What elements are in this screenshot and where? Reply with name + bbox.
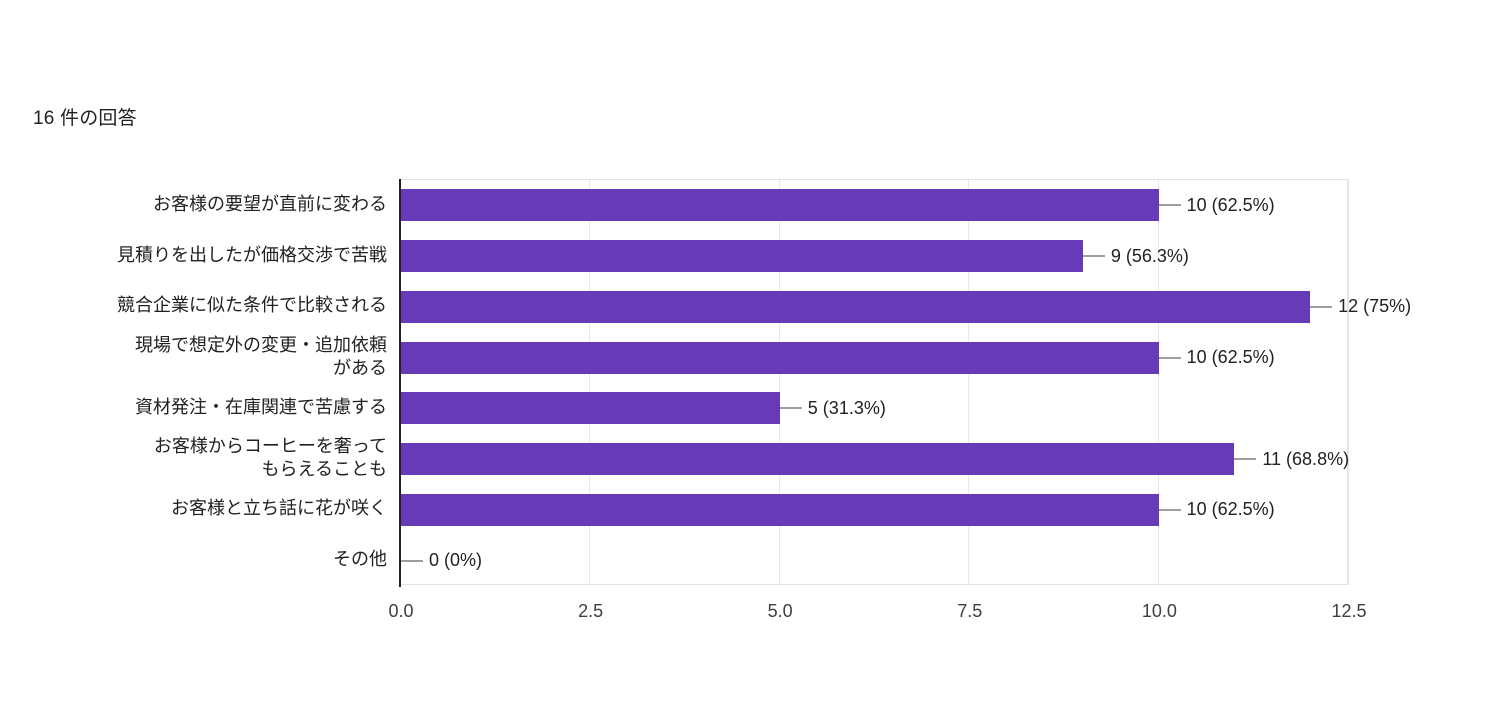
category-label-line: 資材発注・在庫関連で苦慮する [135,396,387,417]
category-label-line: お客様と立ち話に花が咲く [171,498,387,519]
value-label: 12 (75%) [1338,296,1412,317]
category-label-line: お客様からコーヒーを奢って [153,436,387,457]
value-label: 11 (68.8%) [1262,448,1350,469]
bar [401,189,1159,222]
category-label: お客様からコーヒーを奢って もらえることも [0,433,393,484]
bar [401,341,1159,374]
category-label: その他 [0,534,393,585]
value-label: 10 (62.5%) [1186,194,1275,215]
category-label: 競合企業に似た条件で比較される [0,281,393,332]
category-label: 現場で想定外の変更・追加依頼 がある [0,331,393,382]
leader-line [779,407,802,410]
category-label: 資材発注・在庫関連で苦慮する [0,382,393,433]
gridline [1347,180,1348,584]
value-annotation: 10 (62.5%) [1158,342,1275,374]
leader-line [1158,356,1181,359]
category-label-line: 見積りを出したが価格交渉で苦戦 [117,244,387,265]
leader-line [401,559,423,562]
category-label: お客様と立ち話に花が咲く [0,484,393,535]
value-annotation: 10 (62.5%) [1158,189,1275,221]
leader-line [1234,458,1257,461]
bar [401,240,1083,273]
category-labels: お客様の要望が直前に変わる見積りを出したが価格交渉で苦戦 競合企業に似た条件で比較… [0,179,393,585]
x-tick-label: 0.0 [388,601,414,621]
gridline [968,180,970,584]
x-tick-label: 2.5 [578,601,604,621]
value-label: 10 (62.5%) [1186,499,1275,520]
value-annotation: 0 (0%) [401,545,482,577]
gridline [1157,180,1159,584]
value-label: 10 (62.5%) [1186,347,1275,368]
x-axis: 0.0 2.5 5.0 7.5 10.0 12.5 [388,585,1366,630]
plot-area: 10 (62.5%) 9 (56.3%) 12 (75%) 10 (62.5%) 5 (… [401,179,1411,585]
leader-line [1158,508,1181,511]
response-count: 16 件の回答 [33,108,137,129]
x-tick-label: 10.0 [1141,601,1177,621]
gridline [589,180,591,584]
value-label: 0 (0%) [429,550,483,571]
value-label: 5 (31.3%) [807,397,886,418]
value-label: 9 (56.3%) [1110,245,1189,266]
x-tick-label: 5.0 [767,601,793,621]
leader-line [1158,204,1181,207]
value-annotation: 10 (62.5%) [1158,494,1275,526]
category-label-line: がある [333,357,387,378]
y-axis-line [399,179,401,587]
category-label: 見積りを出したが価格交渉で苦戦 [0,230,393,281]
x-tick-label: 12.5 [1331,601,1367,621]
category-label-line: 現場で想定外の変更・追加依頼 [135,334,387,355]
category-label: お客様の要望が直前に変わる [0,179,393,230]
category-label-line: お客様の要望が直前に変わる [153,193,387,214]
leader-line [1310,305,1333,308]
category-label-line: その他 [333,549,387,570]
value-annotation: 5 (31.3%) [779,392,886,424]
value-annotation: 12 (75%) [1310,291,1411,323]
leader-line [1082,255,1105,258]
category-label-line: もらえることも [261,459,387,480]
x-tick-label: 7.5 [957,601,983,621]
bar [401,392,780,425]
value-annotation: 11 (68.8%) [1234,443,1349,475]
category-label-line: 競合企業に似た条件で比較される [117,295,387,316]
bar [401,493,1159,526]
bar [401,443,1235,476]
bar [401,290,1311,323]
value-annotation: 9 (56.3%) [1082,240,1189,272]
gridline [778,180,780,584]
